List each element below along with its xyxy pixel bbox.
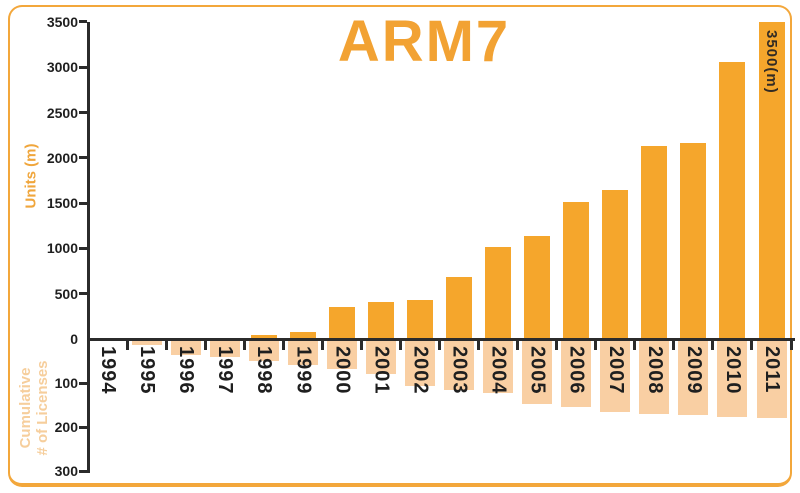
y-tick-label-3500: 3500 xyxy=(46,13,78,30)
x-tick-label-2011: 2011 xyxy=(761,346,784,394)
x-tick-label-2007: 2007 xyxy=(604,346,627,395)
licenses-bar-2011 xyxy=(756,340,787,418)
units-bar-1999 xyxy=(289,332,316,339)
units-bar-2006 xyxy=(563,201,590,339)
units-bar-2007 xyxy=(602,189,629,339)
y-tick-3000 xyxy=(78,65,87,69)
x-tick-after-2003 xyxy=(477,340,481,350)
x-tick-label-2009: 2009 xyxy=(682,346,705,395)
x-tick-after-1999 xyxy=(320,340,324,350)
x-tick-label-2000: 2000 xyxy=(331,346,354,395)
x-tick-label-1995: 1995 xyxy=(136,346,159,395)
x-tick-label-1998: 1998 xyxy=(253,346,276,395)
y-tick-licenses-200 xyxy=(78,425,87,429)
units-bar-2002 xyxy=(406,300,433,339)
x-tick-after-1997 xyxy=(242,340,246,350)
x-tick-label-2003: 2003 xyxy=(448,346,471,395)
y-tick-500 xyxy=(78,292,87,296)
units-bar-2001 xyxy=(367,301,394,339)
x-tick-after-1995 xyxy=(164,340,168,350)
licenses-bar-1997 xyxy=(209,340,240,357)
x-axis-line xyxy=(86,337,795,341)
y-tick-licenses-100 xyxy=(78,381,87,385)
x-tick-label-2008: 2008 xyxy=(643,346,666,395)
licenses-bar-2009 xyxy=(678,340,709,416)
x-tick-after-2006 xyxy=(594,340,598,350)
x-tick-after-2007 xyxy=(633,340,637,350)
x-tick-after-2011 xyxy=(789,340,793,350)
x-tick-after-2001 xyxy=(398,340,402,350)
licenses-bar-2003 xyxy=(444,340,475,390)
licenses-bar-1996 xyxy=(170,340,201,355)
x-tick-label-2004: 2004 xyxy=(487,346,510,395)
x-tick-after-1998 xyxy=(281,340,285,350)
y-tick-2000 xyxy=(78,156,87,160)
x-tick-label-2001: 2001 xyxy=(370,346,393,395)
x-tick-label-1999: 1999 xyxy=(292,346,315,395)
chart-frame-border xyxy=(8,5,792,487)
x-tick-after-1996 xyxy=(203,340,207,350)
y-tick-1500 xyxy=(78,201,87,205)
y-tick-label-1500: 1500 xyxy=(46,195,78,212)
licenses-bar-2002 xyxy=(404,340,435,387)
licenses-bar-2001 xyxy=(365,340,396,375)
y-tick-label-licenses-100: 100 xyxy=(54,375,78,391)
x-tick-label-1994: 1994 xyxy=(97,346,119,395)
x-tick-after-2002 xyxy=(438,340,441,350)
licenses-bar-2008 xyxy=(639,340,670,414)
y-tick-label-3000: 3000 xyxy=(46,59,78,76)
x-tick-label-2005: 2005 xyxy=(526,346,549,395)
units-bar-1998 xyxy=(250,335,277,339)
licenses-bar-2000 xyxy=(326,340,357,370)
x-tick-after-1994 xyxy=(125,340,129,350)
units-bar-2011 xyxy=(758,21,785,339)
y-tick-label-2500: 2500 xyxy=(46,104,78,121)
licenses-bar-2005 xyxy=(522,340,553,404)
licenses-bar-2004 xyxy=(483,340,514,393)
licenses-bar-2006 xyxy=(561,340,592,407)
units-bar-2010 xyxy=(719,61,746,339)
licenses-bar-1999 xyxy=(287,340,318,365)
licenses-bar-2007 xyxy=(600,340,631,413)
units-bar-2009 xyxy=(680,142,707,339)
x-tick-label-2002: 2002 xyxy=(409,346,432,395)
x-tick-after-2008 xyxy=(672,340,676,350)
x-tick-after-2005 xyxy=(555,340,559,350)
y-tick-1000 xyxy=(78,246,87,250)
y-tick-label-licenses-200: 200 xyxy=(54,419,78,435)
y-tick-3500 xyxy=(78,20,87,24)
x-tick-label-2006: 2006 xyxy=(565,346,588,395)
x-tick-label-1996: 1996 xyxy=(175,346,198,395)
x-tick-after-2004 xyxy=(516,340,520,350)
y-tick-label-500: 500 xyxy=(54,285,78,302)
y-tick-label-2000: 2000 xyxy=(46,149,78,166)
units-bar-2004 xyxy=(485,247,512,339)
chart-title: ARM7 xyxy=(337,9,511,74)
y-tick-licenses-300 xyxy=(78,469,87,473)
units-bar-2003 xyxy=(446,276,473,339)
x-tick-label-2010: 2010 xyxy=(721,346,744,395)
licenses-bar-1998 xyxy=(248,340,279,361)
y-axis-line xyxy=(86,22,90,473)
x-tick-after-2000 xyxy=(359,340,363,350)
x-tick-after-2010 xyxy=(750,340,754,350)
units-bar-2000 xyxy=(328,306,355,339)
units-bar-2005 xyxy=(524,236,551,339)
y-tick-2500 xyxy=(78,111,87,114)
units-bar-2008 xyxy=(641,146,668,339)
bar-value-annotation: 3500(m) xyxy=(763,30,781,94)
y-tick-label-0: 0 xyxy=(70,331,78,347)
x-tick-after-2009 xyxy=(711,340,715,350)
licenses-bar-2010 xyxy=(717,340,748,417)
x-tick-label-1997: 1997 xyxy=(214,346,237,395)
y-tick-label-licenses-300: 300 xyxy=(54,463,78,479)
y-tick-label-1000: 1000 xyxy=(46,240,78,257)
licenses-bar-1995 xyxy=(131,340,162,346)
